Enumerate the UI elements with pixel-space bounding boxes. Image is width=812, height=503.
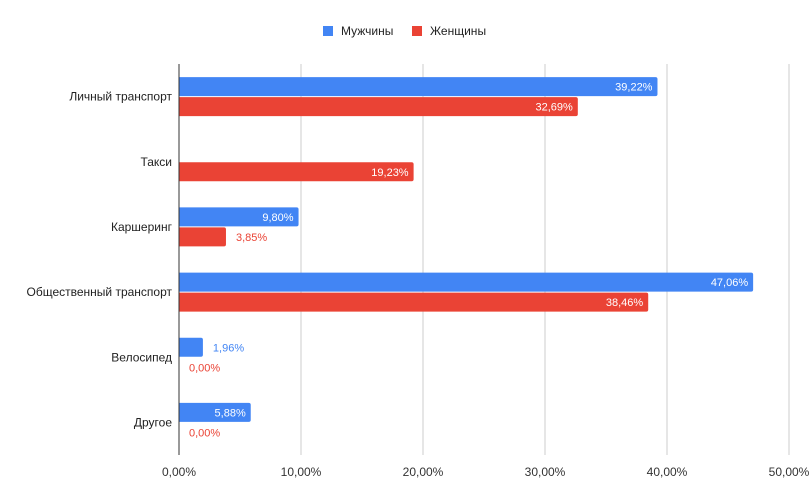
legend-label: Мужчины [341,24,393,38]
bar-men [179,272,754,292]
category-label: Велосипед [111,350,172,364]
bar-women [179,227,226,247]
x-tick-label: 0,00% [162,465,196,479]
data-label: 3,85% [236,232,267,244]
data-label: 38,46% [606,297,644,309]
data-label: 9,80% [262,212,293,224]
bar-men [179,402,251,422]
bar-men [179,77,658,97]
legend-swatch [323,26,333,36]
data-label: 47,06% [711,277,749,289]
x-tick-label: 30,00% [525,465,566,479]
legend-label: Женщины [430,24,486,38]
category-label: Общественный транспорт [27,285,173,299]
chart-legend: Мужчины Женщины [323,24,486,38]
x-tick-label: 20,00% [403,465,444,479]
category-label: Другое [134,415,172,429]
chart-gridlines [300,64,790,455]
x-axis-ticks: 0,00% 10,00% 20,00% 30,00% 40,00% 50,00% [162,465,810,479]
legend-swatch [412,26,422,36]
data-label: 5,88% [215,407,246,419]
x-tick-label: 40,00% [647,465,688,479]
data-label: 1,96% [213,342,244,354]
chart-bars [179,77,754,422]
data-label: 19,23% [371,167,409,179]
y-axis-categories: Личный транспорт Такси Каршеринг Общественн… [27,90,173,430]
x-tick-label: 50,00% [769,465,810,479]
x-tick-label: 10,00% [281,465,322,479]
category-label: Такси [140,155,172,169]
bar-women [179,292,649,312]
data-label: 32,69% [536,102,574,114]
data-label: 0,00% [189,362,220,374]
data-label: 39,22% [615,82,653,94]
bar-men [179,207,299,227]
data-label: 0,00% [189,427,220,439]
category-label: Каршеринг [111,220,173,234]
bar-women [179,97,578,117]
bar-women [179,162,414,182]
bar-men [179,337,203,357]
chart-data-labels: 39,22% 9,80% 47,06% 1,96% 5,88% 32,69% 19,23% 3… [189,82,748,440]
category-label: Личный транспорт [69,90,172,104]
